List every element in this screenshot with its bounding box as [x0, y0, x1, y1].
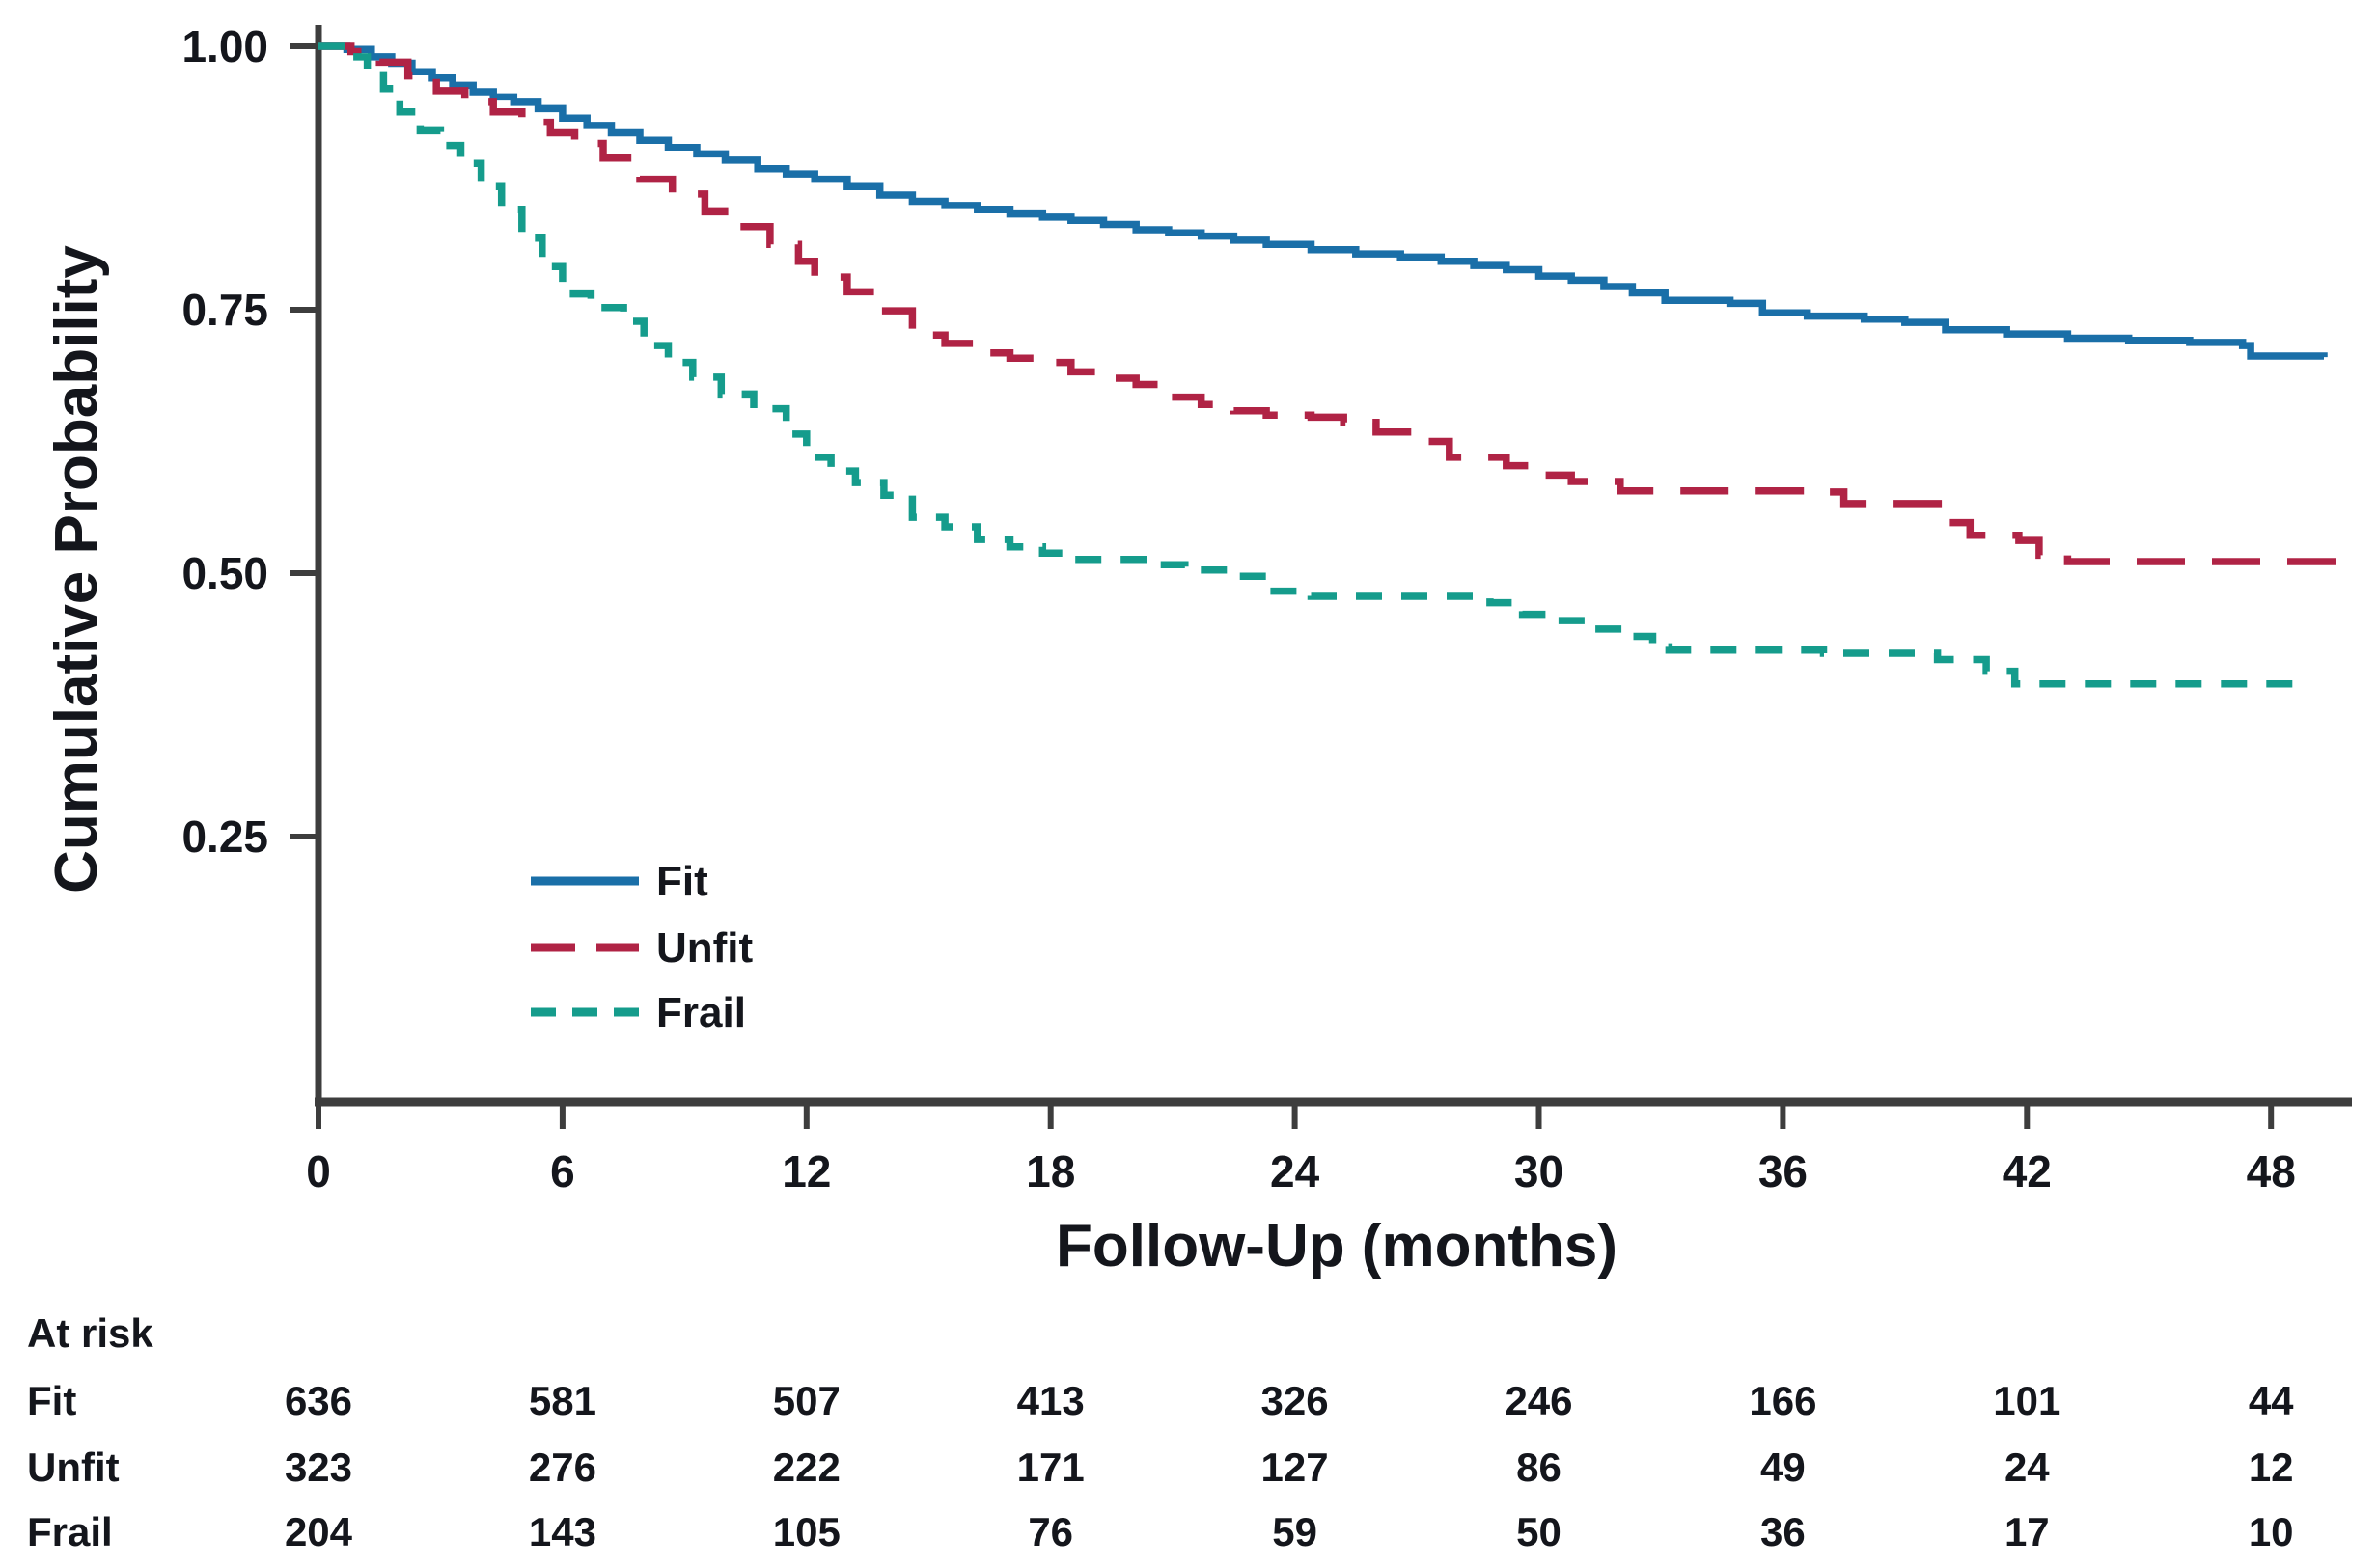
x-axis-title: Follow-Up (months) [1056, 1213, 1617, 1279]
at-risk-cell: 166 [1749, 1378, 1816, 1423]
y-tick-label: 0.25 [181, 812, 268, 862]
legend-item-unfit: Unfit [531, 924, 754, 972]
at-risk-cell: 36 [1760, 1509, 1806, 1554]
at-risk-cell: 10 [2249, 1509, 2294, 1554]
at-risk-cell: 105 [773, 1509, 841, 1554]
x-tick-label: 18 [1026, 1146, 1075, 1197]
at-risk-cell: 323 [285, 1444, 352, 1490]
x-tick-label: 48 [2247, 1146, 2296, 1197]
at-risk-row-unfit: Unfit 323 276 222 171 127 86 49 24 12 [27, 1444, 2294, 1490]
at-risk-cell: 171 [1017, 1444, 1085, 1490]
at-risk-cell: 204 [285, 1509, 353, 1554]
at-risk-cell: 24 [2004, 1444, 2050, 1490]
at-risk-row-frail: Frail 204 143 105 76 59 50 36 17 10 [27, 1509, 2294, 1554]
frail-curve [318, 42, 2300, 688]
at-risk-cell: 507 [773, 1378, 841, 1423]
y-tick-label: 0.75 [181, 285, 268, 335]
at-risk-row-label: Fit [27, 1378, 76, 1423]
at-risk-cell: 50 [1516, 1509, 1562, 1554]
at-risk-cell: 222 [773, 1444, 841, 1490]
fit-curve [318, 42, 2328, 360]
curves-group [318, 42, 2357, 688]
y-tick-label: 0.50 [181, 548, 268, 598]
x-tick-label: 6 [550, 1146, 575, 1197]
at-risk-cell: 44 [2249, 1378, 2294, 1423]
at-risk-header: At risk [27, 1310, 153, 1356]
labels-group: Cumulative Probability Follow-Up (months… [27, 245, 1617, 1356]
at-risk-cell: 59 [1272, 1509, 1317, 1554]
x-tick-label: 12 [782, 1146, 831, 1197]
legend-item-frail: Frail [531, 989, 746, 1036]
legend-item-fit: Fit [531, 858, 708, 905]
at-risk-cell: 326 [1261, 1378, 1329, 1423]
at-risk-cell: 276 [529, 1444, 596, 1490]
at-risk-cell: 86 [1516, 1444, 1562, 1490]
at-risk-cell: 12 [2249, 1444, 2294, 1490]
unfit-curve [318, 42, 2357, 565]
x-tick-label: 0 [306, 1146, 331, 1197]
at-risk-cell: 49 [1760, 1444, 1806, 1490]
y-tick-label: 1.00 [181, 21, 268, 71]
at-risk-cell: 17 [2004, 1509, 2050, 1554]
at-risk-row-label: Unfit [27, 1444, 120, 1490]
at-risk-cell: 101 [1993, 1378, 2060, 1423]
x-tick-label: 36 [1758, 1146, 1808, 1197]
x-tick-label: 30 [1514, 1146, 1563, 1197]
at-risk-cell: 581 [529, 1378, 596, 1423]
axes-group: 1.00 0.75 0.50 0.25 0 6 12 18 24 30 36 42 48 [181, 21, 2352, 1197]
at-risk-cell: 413 [1017, 1378, 1085, 1423]
legend-label-frail: Frail [656, 989, 746, 1036]
legend-label-fit: Fit [656, 858, 708, 905]
at-risk-cell: 143 [529, 1509, 596, 1554]
at-risk-cell: 246 [1505, 1378, 1572, 1423]
at-risk-cell: 636 [285, 1378, 352, 1423]
at-risk-row-fit: Fit 636 581 507 413 326 246 166 101 44 [27, 1378, 2294, 1423]
x-tick-label: 42 [2003, 1146, 2052, 1197]
legend-label-unfit: Unfit [656, 924, 754, 972]
at-risk-cell: 76 [1028, 1509, 1073, 1554]
at-risk-row-label: Frail [27, 1509, 113, 1554]
at-risk-cell: 127 [1261, 1444, 1329, 1490]
at-risk-table: Fit 636 581 507 413 326 246 166 101 44 Unfit 323 276… [27, 1378, 2294, 1554]
x-tick-label: 24 [1270, 1146, 1320, 1197]
y-axis-title: Cumulative Probability [43, 245, 110, 894]
legend-group: Fit Unfit Frail [531, 858, 754, 1036]
